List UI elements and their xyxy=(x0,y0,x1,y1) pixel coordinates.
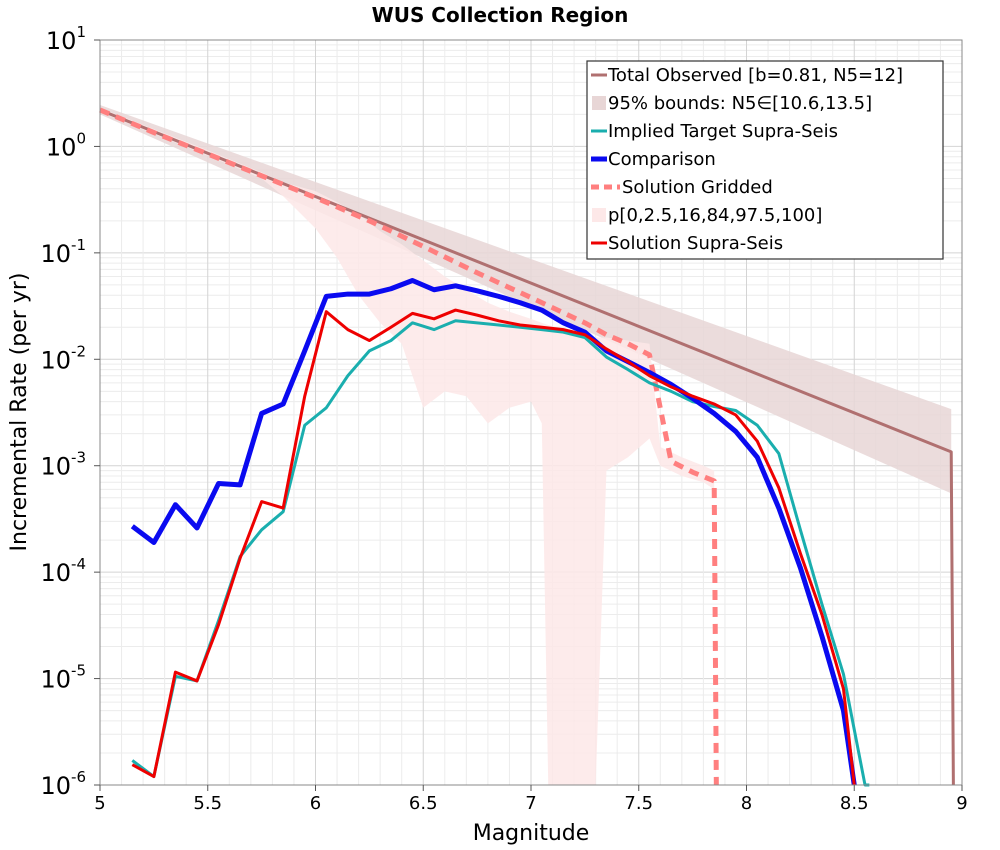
y-tick-label: 10-1 xyxy=(40,236,86,268)
x-tick-label: 8.5 xyxy=(840,793,869,814)
x-tick-label: 5.5 xyxy=(193,793,222,814)
x-tick-label: 6 xyxy=(310,793,321,814)
legend-label: Comparison xyxy=(608,149,716,170)
y-axis-ticks: 10-6 10-5 10-4 10-3 10-2 10-1 100 101 xyxy=(40,23,100,800)
x-axis-label: Magnitude xyxy=(473,821,590,846)
data-series xyxy=(99,107,955,787)
y-tick-label: 10-6 xyxy=(40,768,86,800)
series-line xyxy=(131,319,870,787)
x-tick-label: 7 xyxy=(525,793,536,814)
legend: Total Observed [b=0.81, N5=12] 95% bounds… xyxy=(586,60,944,260)
y-tick-label: 10-5 xyxy=(40,662,86,694)
chart-title: WUS Collection Region xyxy=(372,3,629,27)
x-tick-label: 7.5 xyxy=(624,793,653,814)
legend-swatch xyxy=(592,96,606,110)
x-axis-ticks: 5 5.5 6 6.5 7 7.5 8 8.5 9 xyxy=(94,785,968,814)
x-tick-label: 9 xyxy=(956,793,967,814)
y-tick-label: 100 xyxy=(46,129,86,161)
series-line xyxy=(99,108,955,786)
y-axis-label: Incremental Rate (per yr) xyxy=(7,273,32,552)
legend-label: Solution Supra-Seis xyxy=(608,233,783,254)
legend-swatch xyxy=(592,208,606,222)
x-tick-label: 6.5 xyxy=(409,793,438,814)
x-tick-label: 5 xyxy=(94,793,105,814)
legend-box xyxy=(586,60,944,260)
legend-label: Total Observed [b=0.81, N5=12] xyxy=(607,65,903,86)
series-line xyxy=(99,107,719,786)
y-tick-label: 101 xyxy=(46,23,86,55)
y-tick-label: 10-3 xyxy=(40,449,86,481)
legend-label: Solution Gridded xyxy=(622,177,773,198)
series-line xyxy=(131,308,856,786)
legend-label: p[0,2.5,16,84,97.5,100] xyxy=(608,205,822,226)
band-area xyxy=(100,107,715,785)
series-line xyxy=(130,277,857,786)
legend-label: Implied Target Supra-Seis xyxy=(608,121,838,142)
legend-label: 95% bounds: N5∈[10.6,13.5] xyxy=(608,93,872,114)
confidence-bands xyxy=(100,105,952,785)
y-tick-label: 10-4 xyxy=(40,555,86,587)
x-tick-label: 8 xyxy=(741,793,752,814)
y-tick-label: 10-2 xyxy=(40,342,86,374)
